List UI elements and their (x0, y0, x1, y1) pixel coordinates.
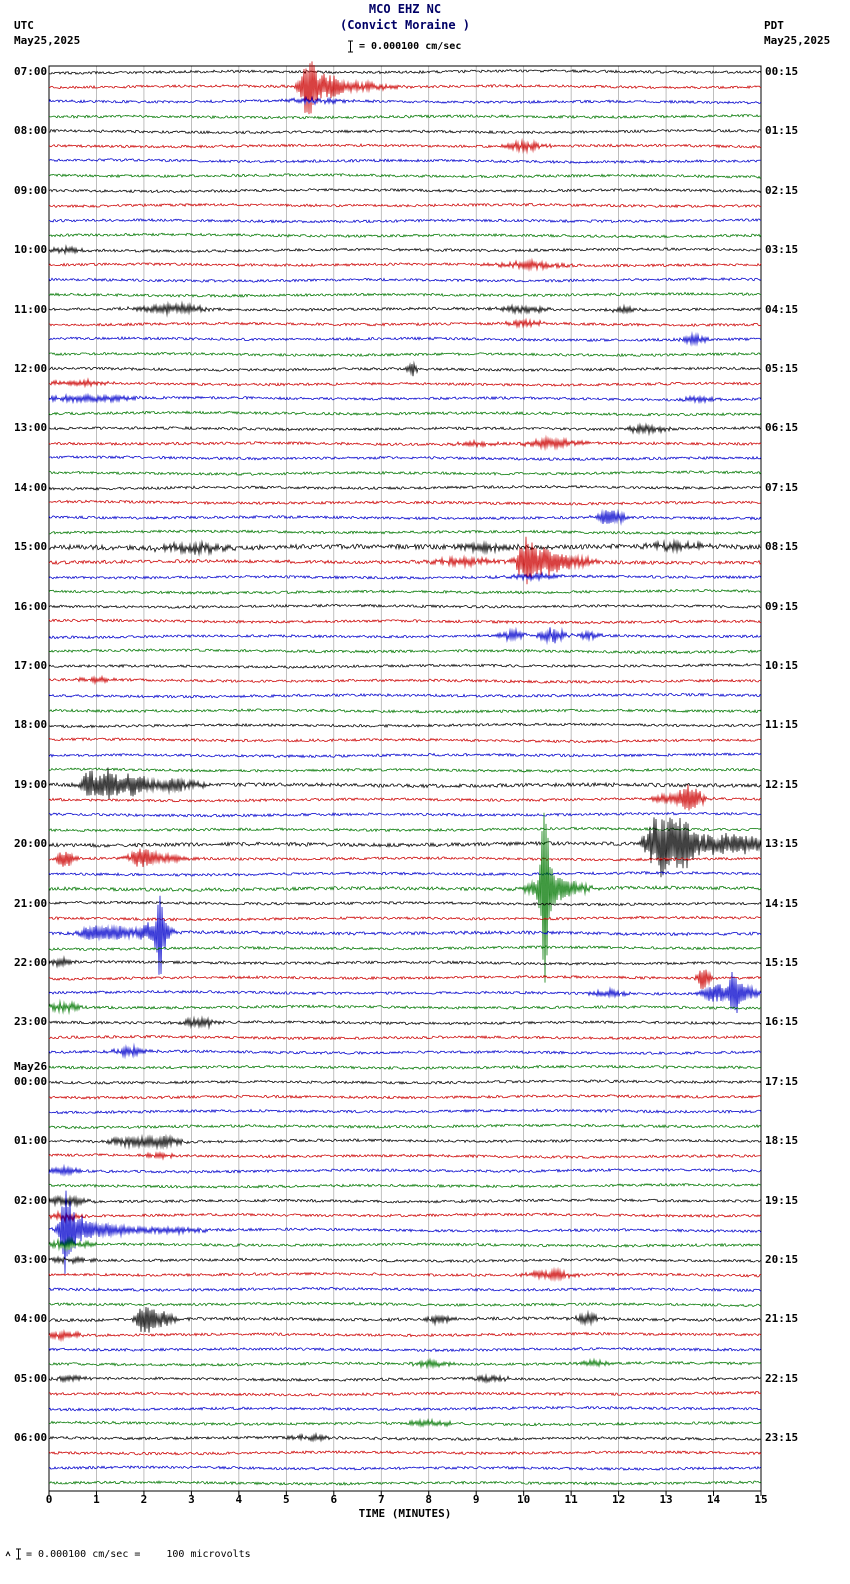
pdt-hour-label: 22:15 (765, 1371, 799, 1385)
scale-equation: = 0.000100 cm/sec (359, 41, 462, 52)
x-tick-label: 0 (45, 1493, 53, 1506)
left-date-label: May25,2025 (14, 34, 81, 47)
pdt-hour-label: 14:15 (765, 896, 799, 910)
scale-indicator: = 0.000100 cm/sec (347, 40, 461, 53)
x-tick-label: 1 (93, 1493, 100, 1506)
station-location: (Convict Moraine ) (339, 18, 471, 32)
pdt-hour-label: 03:15 (765, 243, 799, 257)
pdt-hour-label: 01:15 (765, 124, 799, 138)
pdt-hour-label: 16:15 (765, 1015, 799, 1029)
utc-hour-label: 12:00 (14, 362, 48, 375)
pdt-hour-label: 08:15 (765, 540, 799, 554)
utc-hour-label: 05:00 (14, 1371, 48, 1385)
x-tick-label: 9 (472, 1493, 480, 1506)
left-timezone-block: UTC May25,2025 (14, 18, 80, 48)
pdt-hour-label: 00:15 (765, 65, 799, 78)
x-tick-label: 15 (754, 1493, 768, 1506)
x-tick-label: 3 (188, 1493, 195, 1506)
x-axis-label: TIME (MINUTES) (358, 1507, 452, 1520)
right-timezone-label: PDT (764, 19, 784, 32)
x-tick-label: 12 (611, 1493, 626, 1506)
pdt-hour-label: 09:15 (765, 599, 799, 613)
utc-hour-label: 03:00 (14, 1253, 48, 1266)
utc-hour-label: 01:00 (14, 1134, 48, 1148)
pdt-hour-label: 19:15 (765, 1193, 799, 1207)
pdt-hour-label: 11:15 (765, 718, 799, 732)
x-tick-label: 4 (235, 1493, 243, 1506)
footer-scale: = 0.000100 cm/sec = 100 microvolts (5, 1548, 251, 1560)
x-tick-label: 14 (706, 1493, 721, 1506)
station-title: MCO EHZ NC (368, 2, 442, 16)
scale-bar-icon (348, 40, 353, 53)
pdt-hour-label: 23:15 (765, 1431, 799, 1445)
pdt-hour-label: 02:15 (765, 183, 799, 197)
utc-hour-label: 13:00 (14, 421, 48, 435)
utc-hour-label: 00:00 (14, 1074, 48, 1088)
footer-scale-bar-icon (16, 1548, 21, 1560)
pdt-hour-label: 07:15 (765, 480, 799, 494)
pdt-hour-label: 06:15 (765, 421, 799, 435)
right-date-label: May25,2025 (764, 34, 831, 47)
utc-hour-label: 17:00 (14, 659, 48, 672)
pdt-hour-label: 18:15 (765, 1134, 799, 1148)
utc-hour-label: 06:00 (14, 1431, 48, 1445)
pdt-hour-label: 21:15 (765, 1312, 799, 1326)
pdt-hour-label: 17:15 (765, 1074, 799, 1088)
x-tick-label: 5 (283, 1493, 290, 1506)
x-tick-label: 6 (330, 1493, 338, 1506)
left-timezone-label: UTC (14, 19, 34, 32)
x-tick-label: 11 (564, 1493, 578, 1506)
utc-hour-label: 15:00 (14, 540, 48, 554)
utc-hour-label: 11:00 (14, 302, 48, 316)
utc-hour-label: 19:00 (14, 777, 48, 791)
utc-hour-label: 04:00 (14, 1312, 48, 1326)
pdt-hour-label: 12:15 (765, 777, 799, 791)
utc-date-marker: May26 (14, 1059, 48, 1073)
x-tick-label: 2 (140, 1493, 148, 1506)
utc-hour-label: 10:00 (14, 243, 48, 257)
utc-hour-label: 09:00 (14, 183, 48, 197)
utc-hour-label: 07:00 (14, 65, 48, 78)
pdt-hour-label: 15:15 (765, 956, 799, 969)
pdt-hour-label: 20:15 (765, 1253, 799, 1266)
right-timezone-block: PDT May25,2025 (764, 18, 830, 48)
x-tick-label: 7 (377, 1493, 385, 1506)
utc-hour-label: 23:00 (14, 1015, 48, 1029)
x-tick-label: 13 (659, 1493, 673, 1506)
footer-wave-icon (5, 1550, 11, 1557)
footer-equation: = 0.000100 cm/sec = (26, 1548, 141, 1560)
utc-hour-label: 18:00 (14, 718, 48, 732)
pdt-hour-label: 05:15 (765, 362, 799, 375)
pdt-hour-label: 10:15 (765, 659, 799, 672)
x-tick-label: 10 (517, 1493, 531, 1506)
utc-hour-label: 14:00 (14, 480, 48, 494)
utc-hour-label: 08:00 (14, 124, 48, 138)
x-tick-label: 8 (425, 1493, 433, 1506)
utc-hour-label: 21:00 (14, 896, 48, 910)
pdt-hour-label: 13:15 (765, 837, 799, 851)
pdt-hour-label: 04:15 (765, 302, 799, 316)
footer-value: 100 microvolts (166, 1548, 251, 1560)
utc-hour-label: 16:00 (14, 599, 48, 613)
utc-hour-label: 20:00 (14, 837, 48, 851)
utc-hour-label: 02:00 (14, 1193, 48, 1207)
utc-hour-label: 22:00 (14, 956, 48, 969)
